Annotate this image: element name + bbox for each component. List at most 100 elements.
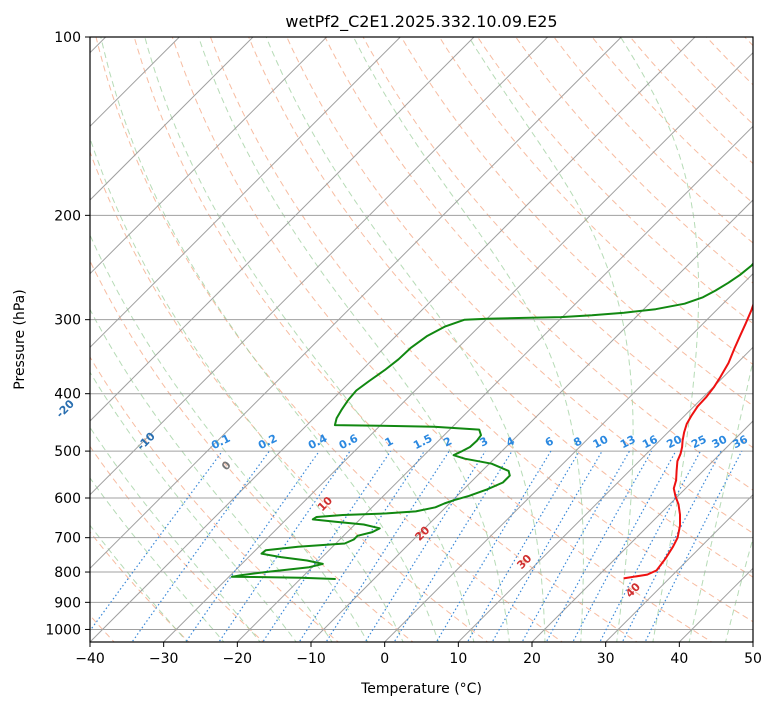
dry-adiabat-line (362, 37, 753, 449)
y-tick-label: 1000 (45, 622, 81, 638)
isotherm-line (90, 37, 475, 422)
dry-adiabat-line (90, 259, 414, 642)
isotherm-line (384, 272, 753, 642)
mixing-ratio-line (325, 450, 450, 642)
moist-adiabat-line (90, 308, 333, 642)
mixing-ratio-line (218, 450, 351, 642)
dry-adiabat-line (705, 37, 753, 86)
isotherm-line (752, 641, 753, 642)
dry-adiabat-label: 10 (315, 494, 335, 514)
mixing-ratio-line (466, 450, 580, 642)
mixing-ratio-label: 8 (571, 434, 584, 449)
y-tick-label: 400 (54, 387, 81, 403)
dry-adiabat-label: 40 (623, 580, 643, 600)
isotherm-line (90, 37, 401, 349)
mixing-ratio-label: 3 (477, 434, 490, 449)
x-tick-label: 20 (523, 651, 541, 667)
mixing-ratio-label: 16 (640, 433, 660, 452)
moist-adiabat-line (100, 37, 440, 642)
dry-adiabat-line (286, 37, 753, 534)
profile-lines (230, 262, 753, 580)
x-tick-label: −20 (223, 651, 253, 667)
moist-adiabat-line (90, 233, 369, 642)
dry-adiabat-label: 20 (412, 523, 432, 543)
x-axis-label: Temperature (°C) (360, 681, 482, 697)
mixing-ratio-line (435, 450, 552, 642)
isotherm-line (163, 51, 753, 642)
y-tick-label: 700 (54, 531, 81, 547)
x-tick-label: 40 (670, 651, 688, 667)
moist-adiabat-line (198, 37, 510, 642)
dry-adiabat-line (90, 356, 340, 642)
y-tick-label: 800 (54, 565, 81, 581)
mixing-ratio-label: 20 (664, 433, 684, 452)
x-tick-label: 0 (380, 651, 389, 667)
mixing-ratio-label: 10 (591, 433, 611, 452)
y-tick-label: 100 (54, 30, 81, 46)
mixing-ratio-line (90, 450, 223, 632)
isotherm-line (531, 420, 753, 642)
mixing-ratio-line (599, 450, 702, 642)
dry-adiabat-label: -10 (134, 429, 157, 452)
moist-adiabat-line (90, 524, 188, 642)
isotherm-line (90, 37, 696, 642)
isotherm-line (90, 37, 549, 496)
y-tick-label: 200 (54, 208, 81, 224)
isotherm-line (678, 567, 753, 642)
moist-adiabat-line (688, 358, 753, 642)
x-tick-label: −40 (75, 651, 105, 667)
moist-adiabat-line (725, 536, 753, 642)
moist-adiabat-line (352, 37, 584, 642)
mixing-ratio-label: 6 (543, 434, 556, 449)
mixing-ratio-label: 36 (730, 433, 750, 452)
plot-frame (89, 36, 754, 643)
mixing-ratio-line (262, 450, 392, 642)
dry-adiabat-line (770, 24, 775, 645)
isotherm-line (90, 37, 328, 275)
mixing-ratio-line (393, 450, 513, 642)
mixing-ratio-line (131, 450, 270, 642)
dry-adiabat-line (133, 37, 638, 642)
y-axis-label: Pressure (hPa) (12, 289, 28, 389)
moist-adiabat-line (90, 426, 261, 642)
y-tick-label: 500 (54, 444, 81, 460)
dry-adiabat-line (324, 37, 753, 491)
dry-adiabat-line (90, 150, 489, 642)
x-tick-label: −10 (296, 651, 326, 667)
mixing-ratio-label: 30 (710, 433, 730, 452)
y-tick-label: 900 (54, 595, 81, 611)
dry-adiabat-line (515, 37, 753, 284)
mixing-ratio-line (572, 450, 677, 642)
y-tick-label: 600 (54, 491, 81, 507)
moist-adiabat-line (90, 371, 297, 642)
isotherm-line (310, 199, 753, 642)
dewpoint-profile-line (230, 262, 753, 580)
isopleth-labels: 0.10.20.40.611.52346810131620253036-100-… (54, 397, 751, 600)
dry-adiabat-line (667, 37, 753, 125)
isotherm-line (90, 37, 254, 201)
mixing-ratio-label: 1 (383, 434, 396, 449)
x-tick-label: −30 (149, 651, 179, 667)
background-lines (90, 24, 775, 645)
x-tick-label: 30 (597, 651, 615, 667)
dry-adiabat-line (90, 445, 265, 642)
isotherm-line (605, 493, 753, 642)
dry-adiabat-line (591, 37, 753, 204)
isotherm-line (236, 125, 753, 642)
mixing-ratio-label: 2 (441, 434, 454, 449)
mixing-ratio-line (185, 450, 320, 642)
dry-adiabat-line (248, 37, 753, 578)
moist-adiabat-line (90, 477, 225, 642)
chart-title: wetPf2_C2E1.2025.332.10.09.E25 (285, 12, 557, 32)
isotherm-line (457, 346, 753, 642)
temperature-profile-line (623, 302, 753, 580)
axes: −40 −30 −20 −10 0 10 20 30 40 5010009008007006005… (45, 30, 762, 667)
dry-adiabat-line (90, 531, 190, 642)
dry-adiabat-label: 0 (219, 458, 234, 473)
moist-adiabat-line (265, 37, 546, 642)
dry-adiabat-line (438, 37, 753, 366)
mixing-ratio-label: 13 (618, 433, 638, 452)
mixing-ratio-label: 0.4 (306, 432, 330, 453)
